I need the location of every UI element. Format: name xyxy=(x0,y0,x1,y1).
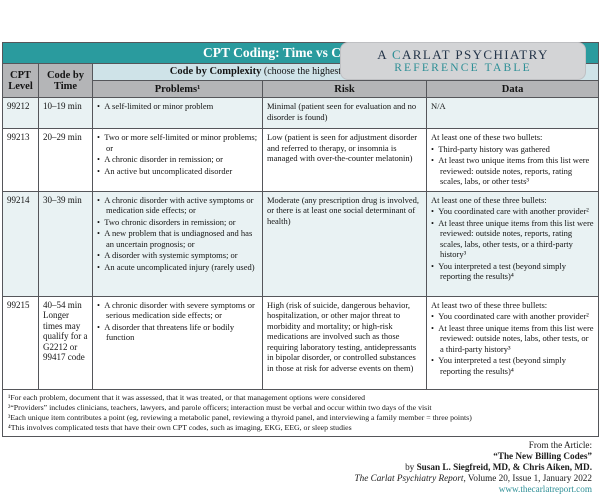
journal-issue: , Volume 20, Issue 1, January 2022 xyxy=(463,472,592,483)
bullet-item: A chronic disorder in remission; or xyxy=(97,154,258,165)
problems-list: A chronic disorder with active symptoms … xyxy=(97,195,258,273)
problems-cell: A chronic disorder with active symptoms … xyxy=(92,190,263,297)
bullet-item: A self-limited or minor problem xyxy=(97,101,258,112)
time-range: 10–19 min xyxy=(43,101,82,111)
data-intro: N/A xyxy=(431,101,446,111)
col-header-problems: Problems¹ xyxy=(92,80,263,98)
bullet-item: Two chronic disorders in remission; or xyxy=(97,217,258,228)
complexity-bold-label: Code by Complexity xyxy=(169,65,262,77)
time-cell: 30–39 min xyxy=(38,190,93,297)
footnotes-cell: ¹For each problem, document that it was … xyxy=(1,388,600,437)
data-list: Third-party history was gatheredAt least… xyxy=(431,144,594,187)
website-link[interactable]: www.thecarlatreport.com xyxy=(498,483,592,494)
bullet-item: At least two unique items from this list… xyxy=(431,155,594,187)
attribution-byline: by Susan L. Siegfreid, MD, & Chris Aiken… xyxy=(0,462,592,473)
cpt-level-cell: 99213 xyxy=(2,128,39,192)
brand-line2: REFERENCE TABLE xyxy=(394,61,532,74)
bullet-item: A chronic disorder with active symptoms … xyxy=(97,195,258,216)
problems-cell: A chronic disorder with severe symptoms … xyxy=(92,295,263,390)
col-header-risk: Risk xyxy=(262,80,427,98)
problems-list: Two or more self-limited or minor proble… xyxy=(97,132,258,176)
risk-cell: High (risk of suicide, dangerous behavio… xyxy=(262,295,427,390)
time-note: Longer times may qualify for a G2212 or … xyxy=(43,310,88,362)
bullet-item: Two or more self-limited or minor proble… xyxy=(97,132,258,153)
journal-name: The Carlat Psychiatry Report xyxy=(354,472,464,483)
brand-badge: A CARLAT PSYCHIATRY REFERENCE TABLE xyxy=(340,42,586,80)
bullet-item: ⁴This involves complicated tests that ha… xyxy=(8,422,352,432)
problems-cell: A self-limited or minor problem xyxy=(92,97,263,129)
data-cell: At least two of these three bullets: You… xyxy=(425,295,600,390)
risk-cell: Minimal (patient seen for evaluation and… xyxy=(262,97,427,129)
bullet-item: Third-party history was gathered xyxy=(431,144,594,155)
data-intro: At least one of these two bullets: xyxy=(431,132,543,142)
cpt-level-cell: 99215 xyxy=(2,295,39,390)
time-cell: 10–19 min xyxy=(38,97,93,129)
brand-prefix: A xyxy=(377,46,392,62)
attribution-journal: The Carlat Psychiatry Report, Volume 20,… xyxy=(0,472,593,484)
attribution-from-label: From the Article: xyxy=(528,439,592,450)
data-cell: At least one of these three bullets: You… xyxy=(425,190,600,297)
col-header-code-by-time: Code by Time xyxy=(38,63,93,98)
problems-list: A self-limited or minor problem xyxy=(97,101,258,112)
table-row: 99213 20–29 min Two or more self-limited… xyxy=(2,128,600,192)
bullet-item: ¹For each problem, document that it was … xyxy=(8,392,365,402)
data-intro: At least two of these three bullets: xyxy=(431,299,548,310)
data-list: You coordinated care with another provid… xyxy=(431,206,594,282)
bullet-item: A chronic disorder with severe symptoms … xyxy=(97,300,258,321)
attribution-block: From the Article: “The New Billing Codes… xyxy=(0,439,593,495)
attribution-authors: Susan L. Siegfreid, MD, & Chris Aiken, M… xyxy=(416,461,592,472)
time-cell: 40–54 min Longer times may qualify for a… xyxy=(38,295,93,390)
bullet-item: A new problem that is undiagnosed and ha… xyxy=(97,228,258,249)
risk-cell: Moderate (any prescription drug is invol… xyxy=(262,190,427,297)
time-range: 30–39 min xyxy=(43,194,82,205)
brand-line1: A CARLAT PSYCHIATRY xyxy=(377,46,549,62)
time-range: 40–54 min xyxy=(43,299,82,310)
cpt-coding-table: CPT Coding: Time vs Complexity CPT Level… xyxy=(1,42,600,437)
cpt-level-cell: 99214 xyxy=(2,190,39,297)
problems-cell: Two or more self-limited or minor proble… xyxy=(92,128,263,192)
table-row: 99215 40–54 min Longer times may qualify… xyxy=(2,295,600,390)
by-prefix: by xyxy=(405,461,417,472)
header-row-categories: Problems¹ Risk Data xyxy=(3,80,600,98)
attribution-article-title: “The New Billing Codes” xyxy=(493,450,592,461)
bullet-item: You coordinated care with another provid… xyxy=(431,311,594,322)
data-intro: At least one of these three bullets: xyxy=(431,194,547,205)
bullet-item: ³Each unique item contributes a point (e… xyxy=(8,412,472,422)
footnotes-row: ¹For each problem, document that it was … xyxy=(1,388,600,437)
bullet-item: An acute uncomplicated injury (rarely us… xyxy=(97,262,258,273)
bullet-item: At least three unique items from this li… xyxy=(431,323,594,355)
bullet-item: ²“Providers” includes clinicians, teache… xyxy=(8,402,432,412)
col-header-data: Data xyxy=(425,80,600,98)
bullet-item: You interpreted a test (beyond simply re… xyxy=(431,355,594,376)
data-cell: At least one of these two bullets: Third… xyxy=(425,128,600,192)
brand-rest: ARLAT PSYCHIATRY xyxy=(402,46,549,62)
bullet-item: An active but uncomplicated disorder xyxy=(97,166,258,177)
bullet-item: A disorder that threatens life or bodily… xyxy=(97,322,258,343)
data-cell: N/A xyxy=(425,97,600,129)
bullet-item: You interpreted a test (beyond simply re… xyxy=(431,261,594,282)
data-list: You coordinated care with another provid… xyxy=(431,311,594,376)
bullet-item: You coordinated care with another provid… xyxy=(431,206,594,217)
bullet-item: At least three unique items from this li… xyxy=(431,218,594,260)
time-cell: 20–29 min xyxy=(38,128,93,192)
problems-list: A chronic disorder with severe symptoms … xyxy=(97,300,258,343)
table-row: 99212 10–19 min A self-limited or minor … xyxy=(2,97,600,129)
risk-cell: Low (patient is seen for adjustment diso… xyxy=(262,128,427,192)
table-row: 99214 30–39 min A chronic disorder with … xyxy=(2,190,600,297)
time-range: 20–29 min xyxy=(43,132,82,142)
brand-accent-letter: C xyxy=(391,46,403,62)
bullet-item: A disorder with systemic symptoms; or xyxy=(97,250,258,261)
cpt-level-cell: 99212 xyxy=(2,97,39,129)
col-header-cpt-level: CPT Level xyxy=(2,63,39,98)
footnotes-list: ¹For each problem, document that it was … xyxy=(8,393,593,433)
